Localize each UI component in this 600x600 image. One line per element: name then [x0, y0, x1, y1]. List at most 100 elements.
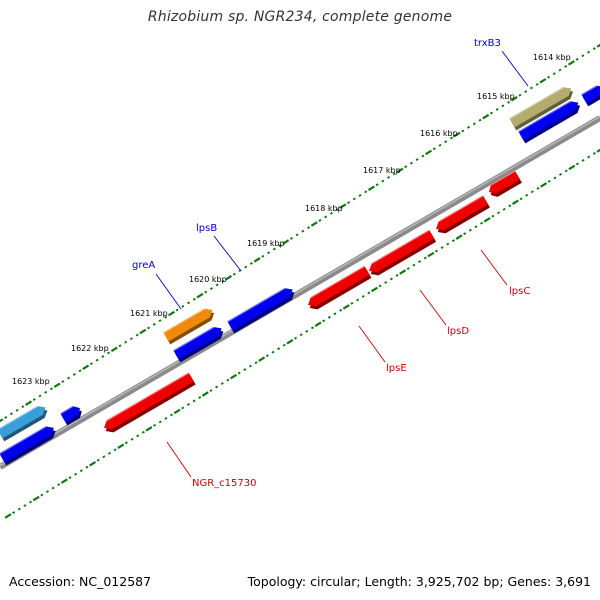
gene-label-NGR_c15730: NGR_c15730 — [192, 478, 257, 489]
inner-tick-10 — [60, 478, 68, 484]
outer-tick-54 — [307, 226, 311, 230]
inner-tick-59 — [339, 308, 343, 312]
outer-tick-71 — [404, 165, 408, 169]
outer-tick-101 — [575, 57, 579, 61]
outer-tick-73 — [415, 158, 419, 162]
leader-trxB3 — [501, 50, 529, 87]
outer-tick-63 — [358, 193, 362, 197]
outer-tick-46 — [261, 254, 265, 258]
outer-tick-41 — [232, 272, 236, 276]
outer-tick-51 — [289, 236, 293, 240]
outer-tick-7 — [38, 394, 42, 398]
gene-trxB3-shine — [509, 86, 564, 120]
inner-tick-11 — [68, 476, 72, 480]
outer-tick-78 — [444, 140, 448, 144]
inner-tick-45 — [258, 356, 266, 362]
outer-tick-75 — [425, 149, 433, 156]
leader-lpsC — [480, 249, 508, 286]
outer-tick-21 — [118, 344, 122, 348]
inner-tick-36 — [209, 389, 213, 392]
gene-lpsC-body — [436, 195, 489, 231]
outer-tick-3 — [15, 408, 19, 412]
kbp-label-0: 1614 kbp — [533, 53, 571, 62]
inner-tick-9 — [57, 483, 61, 487]
inner-tick-ring — [4, 148, 600, 519]
outer-tick-13 — [72, 373, 76, 376]
outer-tick-20 — [110, 346, 118, 353]
outer-tick-77 — [438, 143, 442, 147]
outer-tick-68 — [387, 176, 391, 179]
outer-tick-102 — [581, 54, 585, 58]
inner-tick-0 — [4, 513, 12, 519]
inner-tick-83 — [474, 225, 478, 229]
inner-tick-19 — [113, 448, 117, 452]
leader-greA — [155, 273, 182, 310]
gene-blue-6-body — [60, 406, 81, 423]
kbp-label-6: 1620 kbp — [189, 275, 227, 284]
outer-tick-53 — [301, 229, 305, 233]
gene-blue-3 — [227, 287, 295, 334]
outer-tick-49 — [278, 244, 282, 247]
inner-tick-7 — [45, 490, 49, 494]
inner-tick-104 — [592, 152, 596, 155]
gene-lpsD — [369, 229, 437, 276]
outer-tick-79 — [449, 136, 453, 140]
inner-tick-33 — [192, 399, 196, 403]
outer-tick-47 — [267, 251, 271, 255]
gene-blue-1-body — [0, 426, 54, 463]
inner-tick-74 — [423, 256, 427, 260]
inner-tick-31 — [181, 406, 185, 410]
inner-tick-72 — [412, 263, 416, 267]
outer-tick-55 — [310, 221, 318, 227]
gene-label-lpsD: lpsD — [447, 326, 469, 337]
inner-tick-26 — [153, 423, 157, 427]
outer-tick-105 — [596, 43, 600, 48]
inner-tick-96 — [547, 179, 551, 183]
inner-tick-23 — [136, 434, 140, 438]
inner-tick-14 — [85, 465, 89, 469]
inner-tick-15 — [89, 460, 97, 467]
inner-tick-5 — [32, 495, 40, 502]
kbp-label-7: 1621 kbp — [130, 309, 168, 318]
outer-tick-23 — [129, 337, 133, 341]
outer-tick-27 — [152, 322, 156, 326]
outer-tick-31 — [175, 308, 179, 312]
inner-tick-77 — [440, 246, 444, 250]
gene-lpsD-body — [369, 230, 435, 273]
inner-tick-39 — [226, 378, 230, 382]
leader-NGR_c15730 — [166, 441, 192, 478]
inner-tick-64 — [367, 291, 371, 295]
outer-tick-50 — [282, 239, 290, 245]
gene-label-lpsC: lpsC — [509, 286, 530, 297]
gene-red-small-shine — [490, 170, 516, 186]
outer-tick-9 — [49, 387, 53, 391]
inner-tick-102 — [581, 159, 585, 162]
inner-tick-57 — [327, 315, 331, 319]
gene-blue-2 — [173, 326, 224, 363]
outer-tick-104 — [592, 47, 596, 51]
inner-tick-41 — [237, 371, 241, 375]
gene-blue-1 — [0, 425, 56, 466]
inner-tick-99 — [564, 169, 568, 173]
outer-tick-2 — [9, 412, 13, 416]
inner-tick-62 — [356, 298, 360, 302]
kbp-label-1: 1615 kbp — [477, 92, 515, 101]
inner-tick-75 — [427, 251, 435, 258]
inner-tick-32 — [186, 403, 190, 406]
outer-tick-26 — [147, 326, 151, 330]
outer-tick-35 — [196, 292, 204, 299]
label-leader-lines — [155, 50, 529, 478]
outer-tick-57 — [324, 215, 328, 219]
inner-tick-86 — [491, 214, 495, 218]
outer-tick-67 — [381, 179, 385, 183]
inner-tick-52 — [299, 333, 303, 337]
inner-tick-93 — [530, 190, 534, 194]
outer-tick-48 — [272, 247, 276, 251]
inner-tick-100 — [568, 164, 576, 171]
inner-tick-53 — [305, 329, 309, 333]
outer-tick-14 — [78, 369, 82, 373]
outer-tick-10 — [53, 382, 61, 388]
outer-tick-16 — [89, 362, 93, 366]
outer-tick-30 — [167, 310, 175, 317]
inner-tick-68 — [389, 277, 393, 281]
